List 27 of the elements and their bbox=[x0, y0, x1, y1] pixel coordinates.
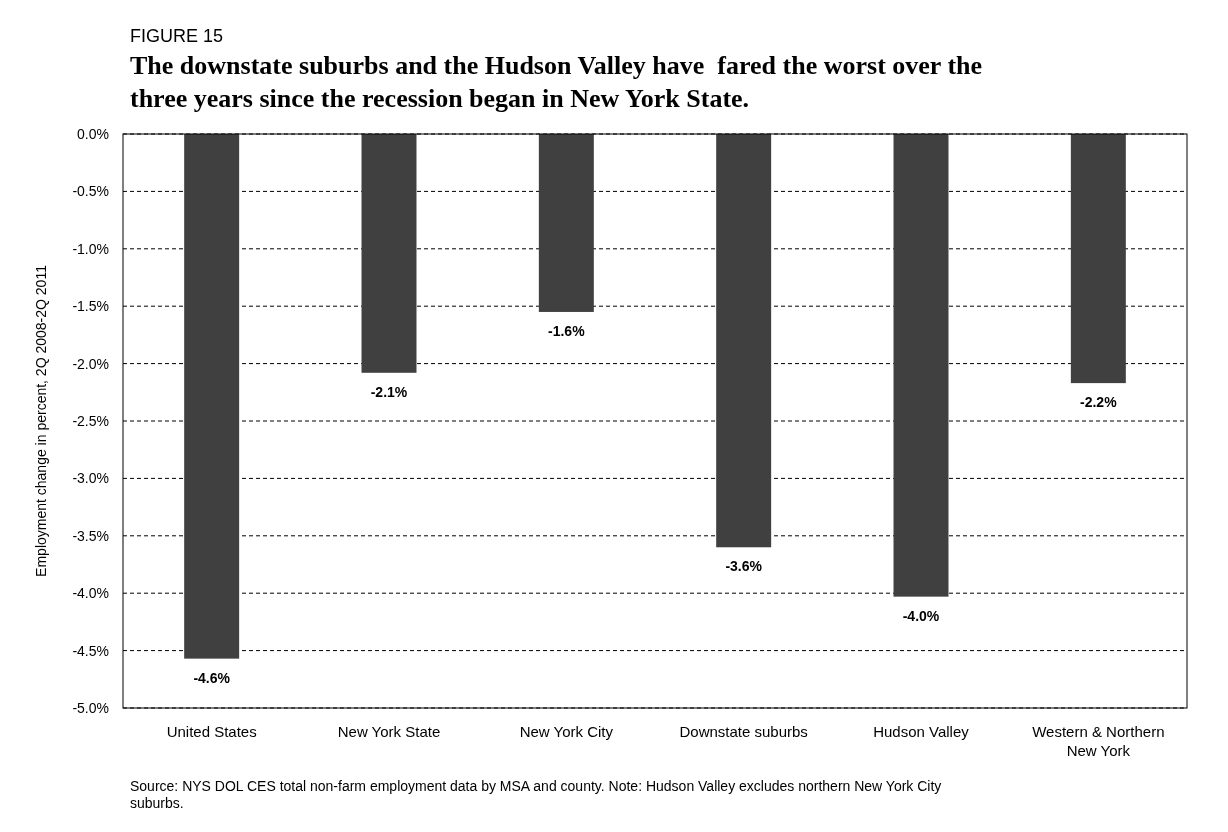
data-label: -2.1% bbox=[370, 383, 408, 400]
y-tick-label: -4.0% bbox=[72, 585, 109, 602]
x-tick-label: Hudson Valley bbox=[873, 722, 970, 740]
data-label: -1.6% bbox=[548, 322, 586, 339]
y-tick-label: -3.5% bbox=[72, 527, 109, 544]
chart-subtitle: FIGURE 15 bbox=[130, 26, 224, 46]
y-tick-label: -3.0% bbox=[72, 470, 109, 487]
x-tick-label: New York State bbox=[337, 722, 441, 740]
data-label: -3.6% bbox=[725, 558, 763, 575]
data-label: -4.0% bbox=[902, 607, 940, 624]
y-tick-label: -1.0% bbox=[72, 240, 109, 257]
chart-title: The downstate suburbs and the Hudson Valley have fared the worst over the three years since the recession began in New York State. bbox=[130, 51, 983, 113]
y-tick-label: -2.5% bbox=[72, 412, 109, 429]
x-tick-label: Downstate suburbs bbox=[679, 722, 808, 740]
y-tick-label: -5.0% bbox=[72, 699, 109, 716]
data-label: -4.6% bbox=[193, 669, 231, 686]
x-tick-label: United States bbox=[166, 722, 257, 740]
y-tick-label: 0.0% bbox=[77, 125, 109, 142]
source-note: Source: NYS DOL CES total non-farm employment data by MSA and county. Note: Hudson Valley excludes northern New York City suburbs. bbox=[130, 778, 942, 811]
y-tick-label: -0.5% bbox=[72, 183, 109, 200]
y-tick-label: -2.0% bbox=[72, 355, 109, 372]
x-tick-label: Western & Northern New York bbox=[1032, 722, 1165, 759]
y-tick-label: -4.5% bbox=[72, 642, 109, 659]
y-axis-title: Employment change in percent, 2Q 2008-2Q 2011 bbox=[33, 264, 49, 577]
data-label: -2.2% bbox=[1080, 394, 1118, 411]
y-tick-label: -1.5% bbox=[72, 298, 109, 315]
x-tick-label: New York City bbox=[519, 722, 614, 740]
